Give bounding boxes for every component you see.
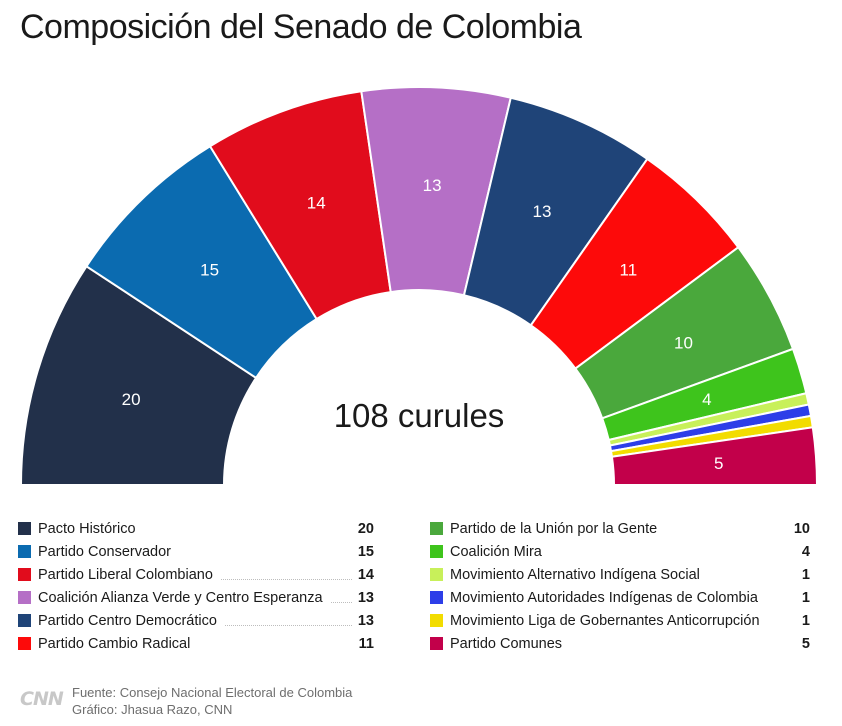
- slice-label: 5: [714, 454, 723, 473]
- legend-value: 1: [801, 612, 810, 629]
- legend-item: Partido Cambio Radical 11: [18, 632, 374, 655]
- legend-value: 1: [801, 589, 810, 606]
- center-label: 108 curules: [334, 397, 505, 434]
- source-block: Fuente: Consejo Nacional Electoral de Co…: [72, 684, 352, 718]
- legend-name: Pacto Histórico: [38, 520, 138, 537]
- legend-value: 1: [801, 566, 810, 583]
- chart-title: Composición del Senado de Colombia: [20, 8, 582, 46]
- legend-name: Coalición Alianza Verde y Centro Esperan…: [38, 589, 325, 606]
- legend-leader: [766, 602, 796, 603]
- legend-value: 10: [793, 520, 810, 537]
- slice-partido-comunes: [610, 426, 819, 486]
- legend-swatch: [430, 545, 443, 558]
- legend-swatch: [18, 637, 31, 650]
- legend-swatch: [18, 591, 31, 604]
- legend-item: Movimiento Liga de Gobernantes Anticorru…: [430, 609, 810, 632]
- legend-value: 5: [801, 635, 810, 652]
- legend-leader: [220, 579, 352, 580]
- legend-swatch: [430, 568, 443, 581]
- legend-name: Partido Cambio Radical: [38, 635, 193, 652]
- legend-value: 11: [358, 635, 374, 652]
- cnn-logo: CNN: [20, 688, 64, 710]
- legend-leader: [570, 648, 796, 649]
- legend-leader: [768, 625, 796, 626]
- legend-name: Partido Centro Democrático: [38, 612, 219, 629]
- legend-column-left: Pacto Histórico 20 Partido Conservador 15 Pa…: [18, 517, 374, 655]
- slice-label: 4: [702, 390, 711, 409]
- legend-item: Coalición Alianza Verde y Centro Esperan…: [18, 586, 374, 609]
- legend-name: Coalición Mira: [450, 543, 544, 560]
- legend-item: Movimiento Alternativo Indígena Social 1: [430, 563, 810, 586]
- legend-swatch: [430, 522, 443, 535]
- legend-item: Partido de la Unión por la Gente 10: [430, 517, 810, 540]
- legend-name: Movimiento Autoridades Indígenas de Colo…: [450, 589, 760, 606]
- slice-label: 13: [533, 202, 552, 221]
- legend-value: 13: [357, 612, 374, 629]
- slice-label: 14: [307, 194, 326, 213]
- legend-item: Partido Centro Democrático 13: [18, 609, 374, 632]
- legend-value: 4: [801, 543, 810, 560]
- legend-name: Partido Comunes: [450, 635, 565, 652]
- legend-leader: [144, 533, 352, 534]
- legend-swatch: [430, 591, 443, 604]
- legend-leader: [708, 579, 796, 580]
- legend-leader: [550, 556, 796, 557]
- legend-swatch: [18, 545, 31, 558]
- legend-item: Partido Liberal Colombiano 14: [18, 563, 374, 586]
- legend-name: Partido Conservador: [38, 543, 173, 560]
- legend-value: 14: [357, 566, 374, 583]
- legend-leader: [665, 533, 788, 534]
- legend-swatch: [18, 522, 31, 535]
- legend-column-right: Partido de la Unión por la Gente 10 Coalic…: [430, 517, 810, 655]
- slice-label: 20: [122, 390, 141, 409]
- legend-swatch: [430, 637, 443, 650]
- legend-value: 13: [357, 589, 374, 606]
- legend-item: Partido Conservador 15: [18, 540, 374, 563]
- legend: Pacto Histórico 20 Partido Conservador 15 Pa…: [18, 517, 824, 657]
- slice-label: 15: [200, 260, 219, 279]
- legend-leader: [330, 602, 352, 603]
- legend-item: Movimiento Autoridades Indígenas de Colo…: [430, 586, 810, 609]
- legend-leader: [198, 648, 352, 649]
- credit-text: Gráfico: Jhasua Razo, CNN: [72, 702, 233, 717]
- legend-item: Partido Comunes 5: [430, 632, 810, 655]
- legend-leader: [179, 556, 352, 557]
- senate-semicircle-chart: 20 15 14 13 13 11 10 4 5 108 curules: [19, 86, 819, 486]
- legend-swatch: [18, 614, 31, 627]
- slice-label: 11: [620, 260, 638, 279]
- slice-label: 10: [674, 333, 693, 352]
- legend-item: Pacto Histórico 20: [18, 517, 374, 540]
- legend-leader: [224, 625, 352, 626]
- legend-name: Partido Liberal Colombiano: [38, 566, 215, 583]
- legend-value: 15: [357, 543, 374, 560]
- legend-swatch: [430, 614, 443, 627]
- legend-name: Movimiento Liga de Gobernantes Anticorru…: [450, 612, 762, 629]
- legend-value: 20: [357, 520, 374, 537]
- legend-item: Coalición Mira 4: [430, 540, 810, 563]
- slice-label: 13: [423, 176, 442, 195]
- legend-swatch: [18, 568, 31, 581]
- legend-name: Movimiento Alternativo Indígena Social: [450, 566, 702, 583]
- legend-name: Partido de la Unión por la Gente: [450, 520, 660, 537]
- source-text: Fuente: Consejo Nacional Electoral de Co…: [72, 685, 353, 700]
